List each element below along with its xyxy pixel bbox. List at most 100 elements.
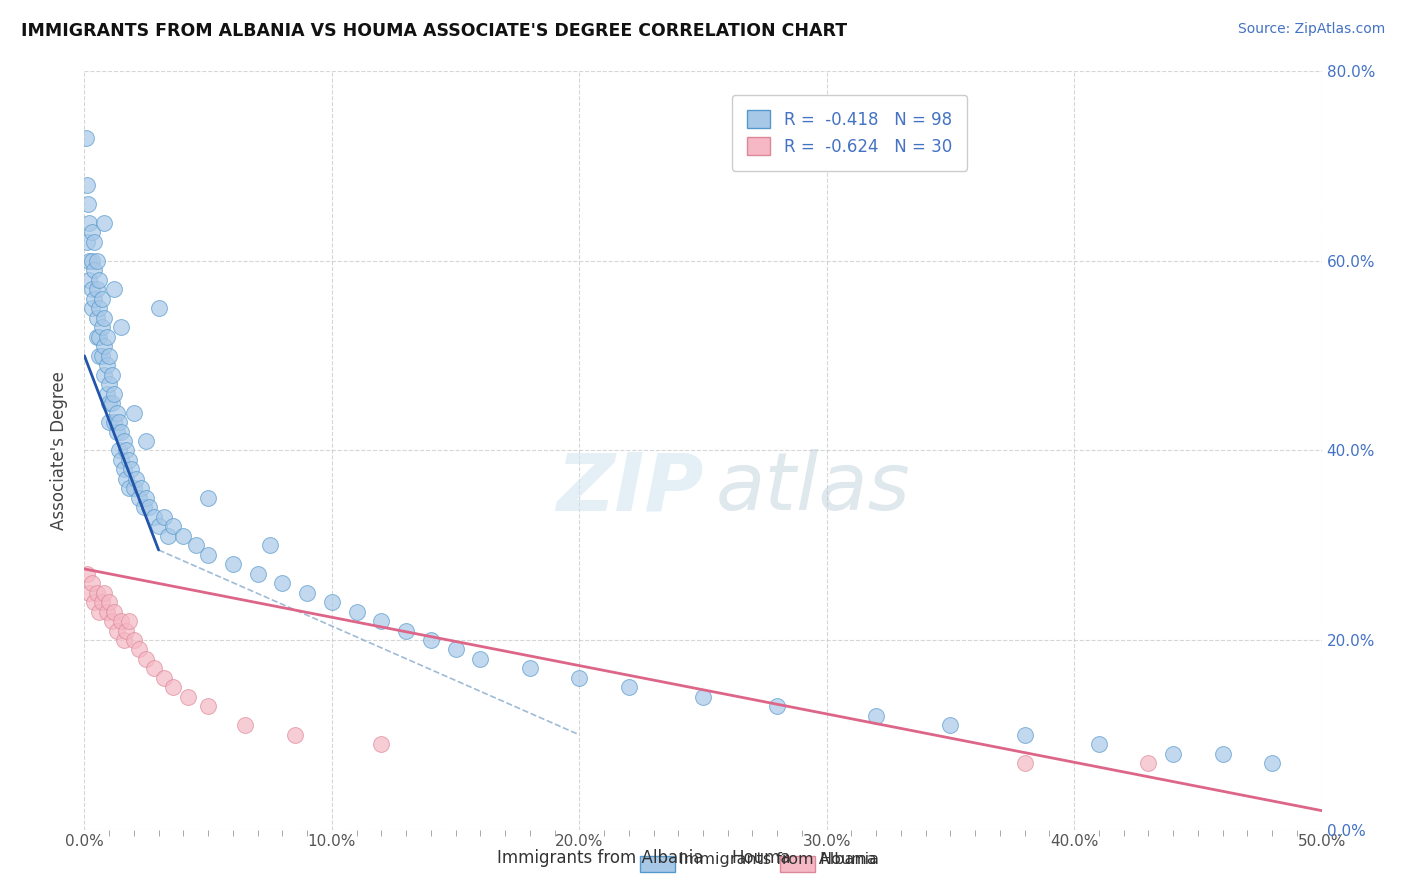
Point — [172, 529, 194, 543]
Point — [93, 368, 115, 382]
Point — [79, 216, 101, 230]
Point — [197, 699, 219, 714]
Point — [766, 699, 789, 714]
Point — [128, 642, 150, 657]
Point — [132, 500, 155, 515]
Point — [90, 320, 112, 334]
Point — [105, 406, 128, 420]
Point — [80, 576, 103, 591]
Point — [177, 690, 200, 704]
Y-axis label: Associate's Degree: Associate's Degree — [51, 371, 69, 530]
Point — [122, 633, 145, 648]
Point — [184, 538, 207, 552]
Point — [246, 566, 269, 581]
Point — [370, 737, 392, 751]
Point — [110, 425, 132, 439]
Point — [135, 652, 157, 666]
Point — [98, 349, 121, 363]
Point — [110, 614, 132, 628]
Point — [90, 595, 112, 609]
Point — [93, 339, 115, 353]
Point — [96, 330, 118, 344]
Point — [129, 482, 152, 496]
Point — [197, 491, 219, 505]
Point — [419, 633, 441, 648]
Point — [98, 595, 121, 609]
Point — [162, 519, 184, 533]
Point — [98, 415, 121, 429]
Text: Houma: Houma — [731, 849, 790, 867]
Point — [118, 614, 141, 628]
Point — [115, 472, 138, 486]
Point — [865, 708, 887, 723]
Point — [271, 576, 294, 591]
Point — [103, 415, 125, 429]
Point — [103, 386, 125, 401]
Legend: R =  -0.418   N = 98, R =  -0.624   N = 30: R = -0.418 N = 98, R = -0.624 N = 30 — [733, 95, 967, 170]
Point — [93, 216, 115, 230]
Point — [138, 500, 160, 515]
Point — [100, 368, 122, 382]
Point — [83, 263, 105, 277]
Point — [86, 330, 108, 344]
Point — [90, 349, 112, 363]
Point — [395, 624, 418, 638]
Point — [1161, 747, 1184, 761]
Point — [148, 519, 170, 533]
Point — [110, 453, 132, 467]
Point — [112, 633, 135, 648]
Point — [157, 529, 180, 543]
Point — [103, 282, 125, 296]
Point — [76, 178, 98, 193]
Point — [1137, 756, 1160, 771]
Point — [89, 330, 111, 344]
Point — [83, 595, 105, 609]
Point — [108, 415, 131, 429]
Point — [79, 273, 101, 287]
Point — [89, 349, 111, 363]
Point — [89, 273, 111, 287]
Point — [112, 434, 135, 448]
Point — [80, 226, 103, 240]
Point — [86, 585, 108, 599]
Point — [197, 548, 219, 562]
Point — [89, 301, 111, 316]
Point — [76, 235, 98, 249]
Point — [80, 301, 103, 316]
Point — [284, 728, 307, 742]
Point — [115, 624, 138, 638]
Point — [115, 443, 138, 458]
Point — [233, 718, 256, 732]
Point — [1014, 756, 1036, 771]
Text: Houma: Houma — [820, 852, 877, 867]
Point — [98, 377, 121, 392]
Point — [96, 358, 118, 372]
Point — [98, 396, 121, 410]
Text: Source: ZipAtlas.com: Source: ZipAtlas.com — [1237, 22, 1385, 37]
Point — [118, 482, 141, 496]
Point — [1212, 747, 1234, 761]
Point — [142, 661, 165, 675]
Point — [120, 462, 142, 476]
Point — [86, 282, 108, 296]
Point — [89, 605, 111, 619]
Point — [80, 254, 103, 268]
Point — [76, 566, 98, 581]
Text: Immigrants from Albania: Immigrants from Albania — [496, 849, 703, 867]
Point — [152, 509, 174, 524]
Point — [346, 605, 368, 619]
Point — [83, 292, 105, 306]
Point — [105, 624, 128, 638]
Text: Immigrants from Albania: Immigrants from Albania — [679, 852, 879, 867]
Point — [148, 301, 170, 316]
Point — [259, 538, 281, 552]
Point — [122, 406, 145, 420]
Point — [152, 671, 174, 685]
Point — [79, 585, 101, 599]
Point — [86, 254, 108, 268]
Point — [96, 386, 118, 401]
Point — [939, 718, 962, 732]
Point — [128, 491, 150, 505]
Point — [79, 254, 101, 268]
Point — [77, 197, 100, 211]
